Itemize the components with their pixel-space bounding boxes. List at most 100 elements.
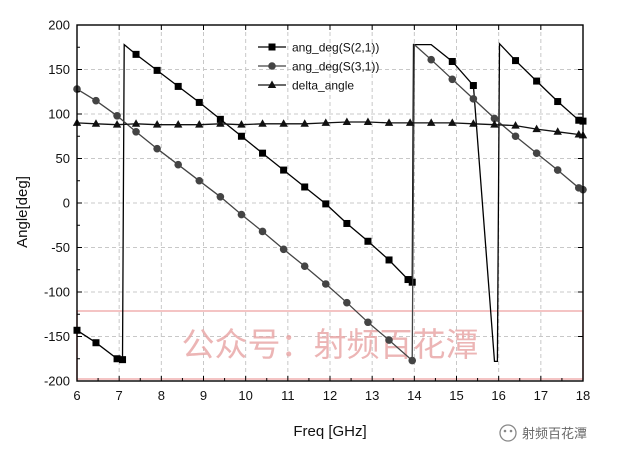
- data-point: [279, 119, 288, 127]
- x-tick-label: 15: [449, 388, 463, 403]
- data-point: [385, 256, 393, 264]
- y-axis-title: Angle[deg]: [14, 176, 31, 248]
- credit-badge: 射频百花潭: [499, 424, 587, 442]
- y-tick-label: -50: [51, 240, 70, 255]
- data-point: [469, 82, 477, 90]
- data-point: [113, 355, 121, 363]
- y-tick-label: 100: [48, 107, 70, 122]
- legend-label: ang_deg(S(2,1)): [292, 41, 379, 55]
- data-point: [343, 219, 351, 227]
- data-point: [113, 111, 121, 120]
- data-point: [112, 120, 122, 128]
- series-line: [76, 121, 584, 137]
- data-point: [554, 98, 562, 106]
- data-point: [280, 166, 288, 174]
- data-point: [153, 66, 161, 74]
- data-point: [512, 57, 520, 65]
- y-tick-label: -100: [44, 285, 70, 300]
- watermark-overlay-text: 公众号：射频百花潭: [182, 325, 479, 364]
- data-point: [279, 245, 288, 254]
- data-point: [174, 160, 182, 169]
- x-tick-label: 13: [365, 388, 379, 403]
- data-point: [405, 118, 415, 126]
- data-point: [364, 237, 372, 245]
- legend-label: delta_angle: [292, 79, 354, 93]
- data-point: [237, 132, 245, 140]
- data-point: [195, 176, 204, 185]
- legend-label: ang_deg(S(3,1)): [292, 60, 379, 74]
- data-point: [237, 210, 246, 219]
- x-tick-label: 14: [407, 388, 421, 403]
- y-tick-label: -150: [44, 329, 70, 344]
- axes: 6 7 8 9 10 11 12 13 14 15 16 17 18 -200 -150 -100 -50 0 50…: [44, 18, 590, 404]
- data-point: [300, 262, 309, 270]
- wechat-icon: [499, 424, 517, 442]
- data-point: [342, 117, 352, 126]
- data-point: [132, 128, 140, 136]
- x-tick-label: 12: [323, 388, 337, 403]
- y-tick-label: 0: [63, 196, 70, 211]
- data-point: [384, 118, 394, 126]
- data-point: [259, 149, 267, 157]
- data-point: [575, 116, 583, 124]
- data-point: [448, 118, 457, 126]
- data-point: [533, 77, 541, 85]
- y-tick-label: 150: [48, 62, 70, 77]
- data-point: [216, 192, 225, 201]
- data-point: [364, 318, 372, 327]
- data-point: [490, 120, 499, 128]
- data-point: [152, 120, 162, 128]
- x-tick-label: 9: [200, 388, 207, 403]
- y-tick-label: 200: [48, 18, 70, 33]
- data-point: [321, 118, 330, 126]
- data-point: [511, 121, 520, 129]
- credit-text: 射频百花潭: [522, 426, 587, 442]
- x-axis-title: Freq [GHz]: [293, 423, 366, 440]
- data-point: [119, 356, 127, 364]
- legend-marker: [268, 43, 276, 51]
- data-point: [92, 96, 100, 105]
- data-point: [469, 119, 478, 127]
- data-point: [301, 183, 309, 191]
- series-triangle: [72, 117, 588, 139]
- series-circle: [73, 43, 587, 365]
- data-point: [258, 119, 267, 127]
- data-point: [195, 98, 203, 106]
- data-point: [427, 55, 436, 64]
- data-point: [343, 298, 351, 307]
- data-point: [404, 276, 412, 284]
- data-point: [258, 227, 267, 236]
- data-point: [490, 114, 499, 123]
- data-point: [448, 57, 456, 65]
- data-point: [91, 119, 101, 127]
- wechat-icon-eye-right: [509, 429, 513, 433]
- data-point: [469, 95, 478, 103]
- x-tick-label: 8: [158, 388, 165, 403]
- data-point: [408, 356, 417, 365]
- data-point: [322, 200, 330, 208]
- data-point: [216, 119, 225, 127]
- data-point: [511, 132, 520, 141]
- data-point: [174, 120, 183, 128]
- data-point: [532, 149, 541, 157]
- x-tick-label: 18: [576, 388, 590, 403]
- x-tick-label: 6: [73, 388, 80, 403]
- data-point: [195, 120, 204, 128]
- data-point: [131, 119, 141, 127]
- data-point: [174, 82, 182, 90]
- data-point: [300, 119, 309, 127]
- data-point: [321, 280, 330, 288]
- x-tick-label: 11: [281, 388, 295, 403]
- data-point: [532, 124, 541, 133]
- legend-marker: [267, 80, 277, 88]
- data-point: [92, 339, 100, 347]
- data-point: [385, 336, 393, 344]
- y-tick-label: -200: [44, 374, 70, 389]
- x-tick-label: 17: [534, 388, 548, 403]
- data-point: [153, 144, 161, 153]
- data-point: [237, 120, 246, 128]
- data-point: [553, 127, 562, 135]
- data-point: [427, 118, 436, 126]
- x-tick-label: 7: [116, 388, 123, 403]
